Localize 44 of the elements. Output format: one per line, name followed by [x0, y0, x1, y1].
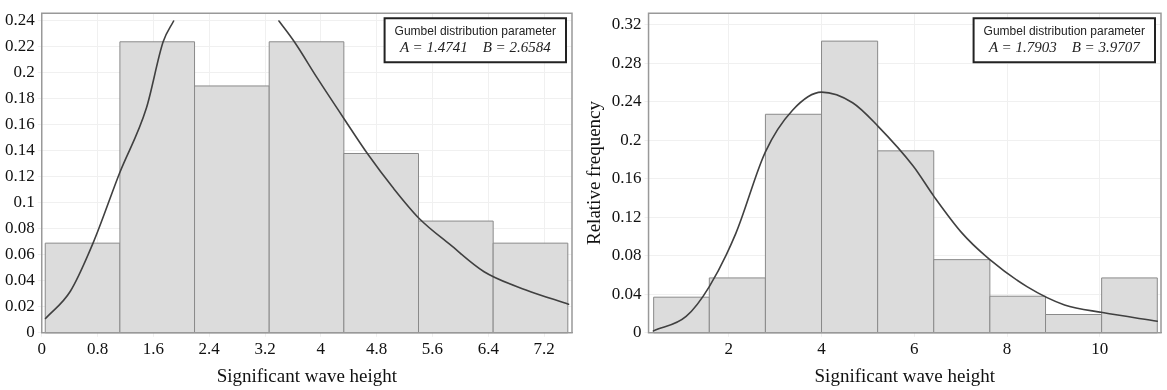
x-tick-label: 5.6 — [421, 339, 444, 359]
x-tick-label: 6.4 — [477, 339, 500, 359]
y-tick-label: 0.16 — [611, 168, 642, 188]
x-tick-label: 2.4 — [198, 339, 221, 359]
y-tick-label: 0.06 — [5, 244, 35, 264]
x-tick-label: 7.2 — [533, 339, 555, 359]
y-tick-label: 0.2 — [13, 62, 35, 82]
x-tick-label: 3.2 — [254, 339, 276, 359]
annotation: Gumbel distribution parameter — [983, 23, 1146, 38]
x-tick-label: 4 — [817, 339, 827, 359]
y-tick-label: 0.2 — [620, 129, 642, 149]
y-tick-label: 0.12 — [5, 166, 35, 186]
y-tick-label: 0.18 — [5, 88, 35, 108]
y-tick-label: 0.02 — [5, 296, 35, 316]
x-tick-label: 2 — [724, 339, 734, 359]
y-tick-label: 0.28 — [611, 52, 642, 72]
x-tick-label: 1.6 — [142, 339, 165, 359]
annotation: A = 1.7903 B = 3.9707 — [987, 39, 1142, 56]
x-axis-title: Significant wave height — [216, 364, 398, 386]
y-tick-label: 0.16 — [5, 114, 35, 134]
y-tick-label: 0.1 — [13, 192, 35, 212]
y-tick-label: 0 — [633, 322, 642, 342]
y-tick-label: 0.14 — [5, 140, 36, 160]
y-tick-label: 0.08 — [611, 245, 642, 265]
y-tick-label: 0.12 — [611, 206, 642, 226]
y-tick-label: 0.04 — [5, 270, 36, 290]
y-tick-label: 0 — [26, 322, 35, 342]
y-tick-label: 0.22 — [5, 36, 35, 56]
x-tick-label: 4.8 — [366, 339, 388, 359]
x-tick-label: 10 — [1091, 339, 1109, 359]
x-tick-label: 8 — [1002, 339, 1012, 359]
line-series — [652, 91, 1159, 332]
y-tick-label: 0.04 — [611, 283, 643, 303]
annotation: A = 1.4741 B = 2.6584 — [398, 39, 552, 56]
x-axis-title: Significant wave height — [814, 364, 996, 386]
x-tick-label: 6 — [910, 339, 919, 359]
y-tick-label: 0.24 — [611, 91, 643, 111]
y-tick-label: 0.24 — [5, 10, 36, 30]
annotation: Gumbel distribution parameter — [394, 23, 557, 38]
y-axis-title: Relative frequency — [583, 100, 605, 246]
x-tick-label: 4 — [316, 339, 326, 359]
x-tick-label: 0.8 — [86, 339, 109, 359]
y-tick-label: 0.32 — [611, 14, 642, 34]
y-tick-label: 0.08 — [5, 218, 35, 238]
